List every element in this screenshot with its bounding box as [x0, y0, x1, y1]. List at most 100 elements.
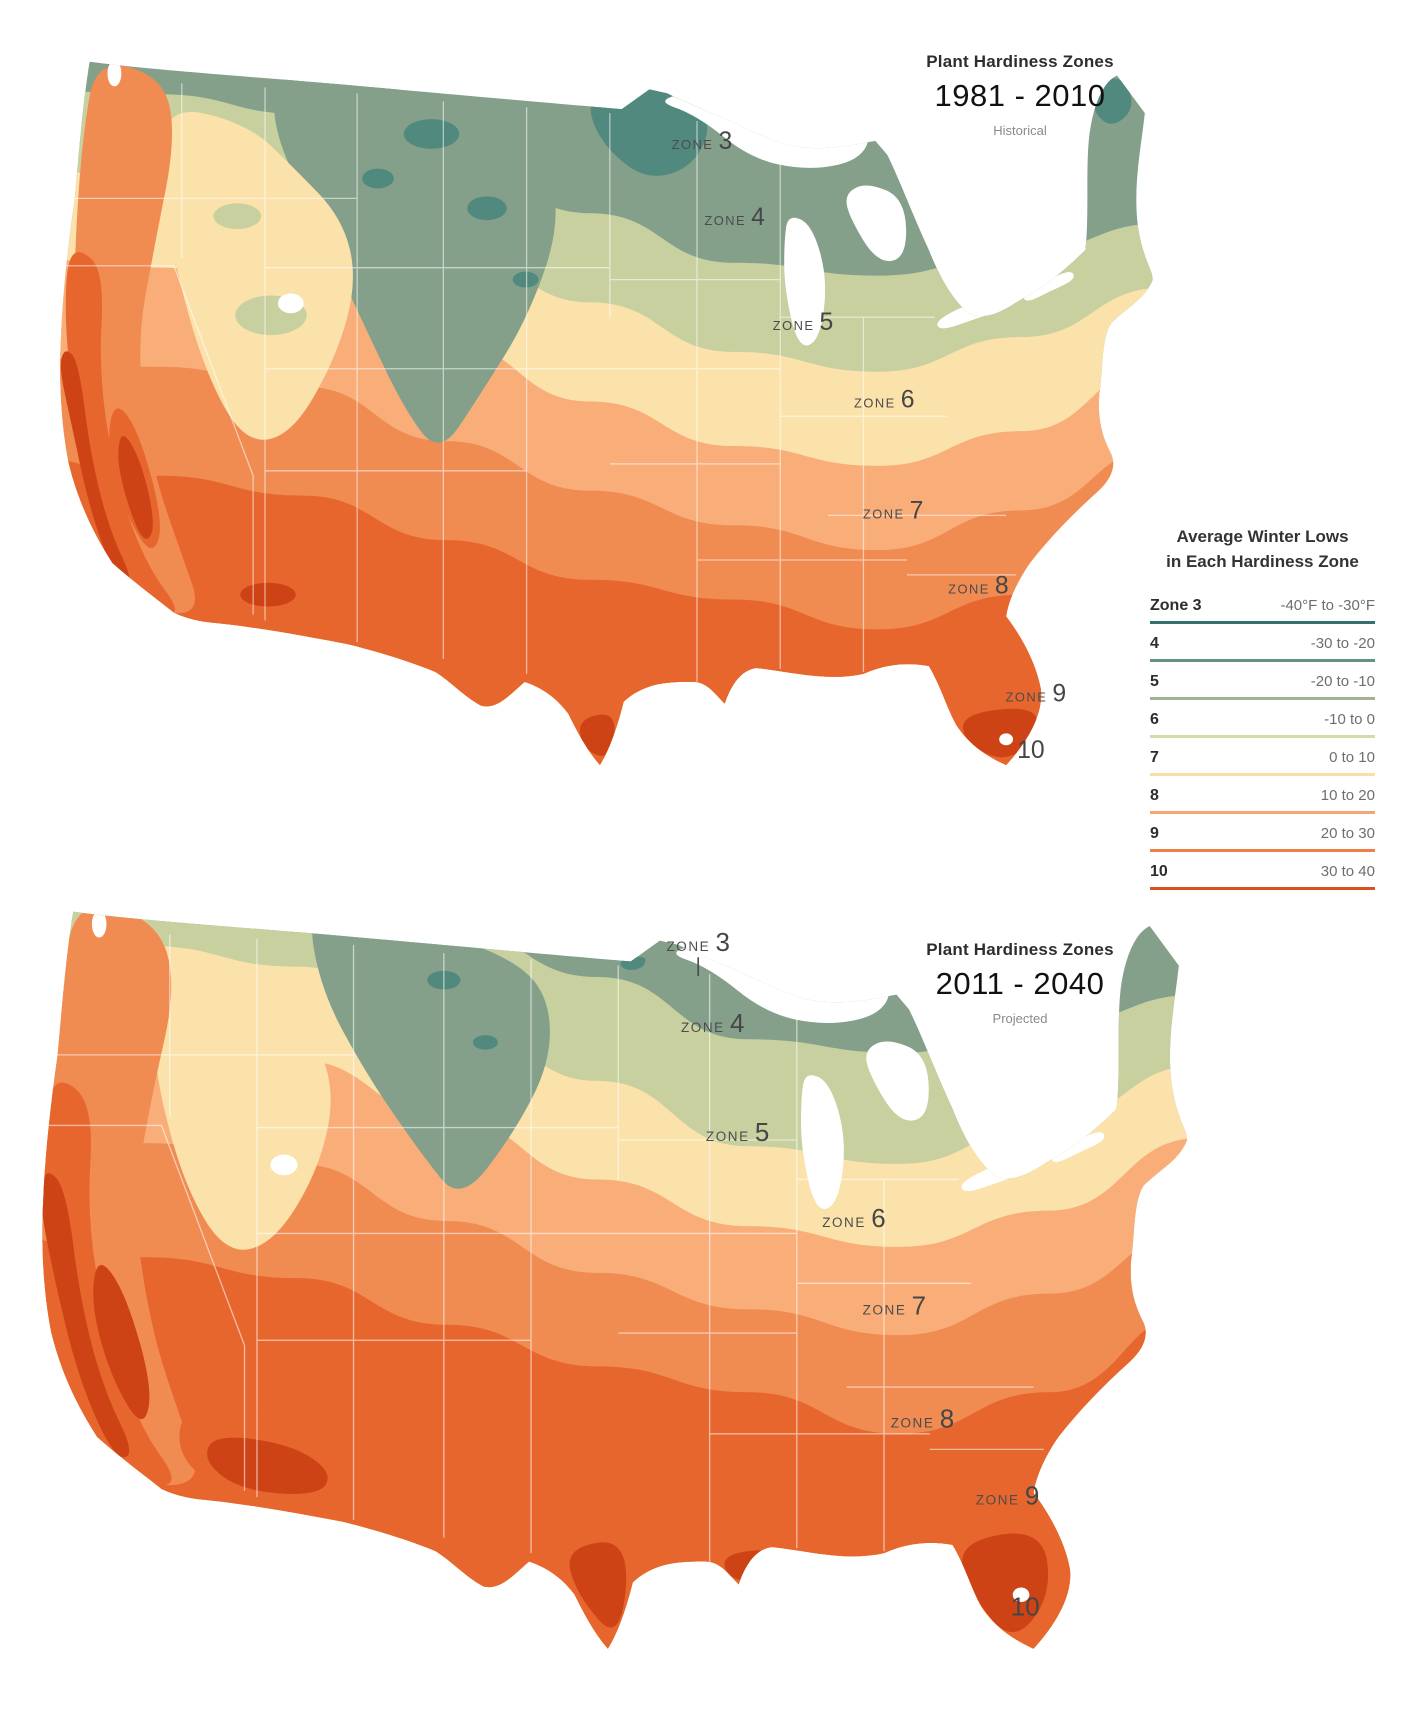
zone-label-word: ZONE [976, 1492, 1025, 1507]
legend-zone-range: -10 to 0 [1324, 711, 1375, 728]
map-title-projected: Plant Hardiness Zones 2011 - 2040 Projec… [820, 940, 1220, 1026]
overlay-z10 [207, 1437, 328, 1494]
zone-label-4: ZONE 4 [704, 204, 765, 231]
legend-row-zone-10: 10 30 to 40 [1150, 863, 1375, 890]
overlay-z10 [114, 1487, 130, 1495]
overlay-z10 [90, 1474, 108, 1483]
lake-michigan [800, 1075, 844, 1209]
zone-label-number: 5 [755, 1119, 769, 1147]
legend-zone-range: -20 to -10 [1310, 673, 1375, 690]
legend-zone-range: -30 to -20 [1310, 635, 1375, 652]
zone-label-word: ZONE [773, 318, 820, 333]
legend-zone-label: 8 [1150, 787, 1159, 804]
zone-label-5: ZONE 5 [706, 1119, 769, 1147]
overlay-z9 [42, 1082, 172, 1486]
zone-label-4: ZONE 4 [681, 1010, 744, 1038]
lake-ontario [1051, 1132, 1105, 1163]
zone-label-number: 6 [871, 1205, 885, 1233]
state-borders [60, 83, 1017, 682]
zone10-area [579, 714, 615, 756]
overlay-z9 [107, 601, 122, 608]
zone-label-number: 7 [912, 1292, 926, 1320]
lake-huron [846, 185, 907, 262]
zone-label-number: 3 [715, 929, 729, 957]
zone-label-7: ZONE 7 [863, 497, 924, 524]
zone-label-word: ZONE [681, 1020, 730, 1035]
overlay-z3 [403, 119, 460, 149]
zone-label-word: ZONE [863, 1302, 912, 1317]
zone-label-number: 10 [1017, 737, 1045, 764]
zone-label-number: 4 [730, 1010, 744, 1038]
overlay-z4 [273, 71, 556, 443]
lake-huron [866, 1041, 929, 1121]
zone-label-number: 4 [751, 204, 765, 231]
map-subtitle: Historical [993, 123, 1047, 138]
zone-label-3: ZONE 3 [672, 128, 733, 155]
legend-zone-label: 4 [1150, 635, 1159, 652]
legend-row-zone-8: 8 10 to 20 [1150, 787, 1375, 814]
zone-label-word: ZONE [854, 395, 901, 410]
overlay-z10 [60, 351, 130, 585]
zone-label-number: 9 [1052, 681, 1066, 708]
zone-label-number: 7 [910, 497, 924, 524]
zone-label-word: ZONE [863, 506, 910, 521]
zone-label-word: ZONE [1006, 690, 1053, 705]
great-salt-lake [270, 1154, 298, 1176]
zone-label-7: ZONE 7 [863, 1292, 926, 1320]
zone-label-10: 10 [1011, 1593, 1040, 1621]
zone-label-word: ZONE [822, 1215, 871, 1230]
legend-rows: Zone 3 -40°F to -30°F 4 -30 to -20 5 -20 to -… [1150, 597, 1375, 890]
legend-zone-label: Zone 3 [1150, 597, 1202, 614]
map-period: 1981 - 2010 [934, 78, 1106, 113]
overlay-z3 [362, 168, 394, 189]
legend-row-zone-7: 7 0 to 10 [1150, 749, 1375, 776]
zone-label-word: ZONE [704, 213, 751, 228]
legend-zone-label: 10 [1150, 863, 1168, 880]
zone-label-8: ZONE 8 [948, 573, 1009, 600]
legend-title-line2: in Each Hardiness Zone [1166, 552, 1359, 571]
puget-sound [107, 61, 122, 87]
legend-zone-range: -40°F to -30°F [1280, 597, 1375, 614]
overlay-z5 [213, 203, 262, 230]
zone-label-6: ZONE 6 [822, 1205, 885, 1233]
map-period: 2011 - 2040 [935, 966, 1105, 1001]
legend-title-line1: Average Winter Lows [1176, 527, 1349, 546]
legend-zone-range: 0 to 10 [1329, 749, 1375, 766]
overlay-z6 [153, 956, 331, 1250]
legend-row-zone-4: 4 -30 to -20 [1150, 635, 1375, 662]
puget-sound [91, 911, 107, 938]
zone-label-5: ZONE 5 [773, 309, 834, 336]
legend: Average Winter Lows in Each Hardiness Zo… [1150, 524, 1375, 901]
zone-label-number: 3 [718, 128, 732, 155]
zone-label-number: 8 [940, 1406, 954, 1434]
map-title-historical: Plant Hardiness Zones 1981 - 2010 Histor… [820, 52, 1220, 138]
zone-label-9: ZONE 9 [1006, 681, 1067, 708]
overlay-z3 [472, 1035, 498, 1050]
zone-label-6: ZONE 6 [854, 386, 915, 413]
legend-row-zone-9: 9 20 to 30 [1150, 825, 1375, 852]
legend-zone-range: 20 to 30 [1320, 825, 1375, 842]
zone-label-word: ZONE [672, 137, 719, 152]
map-heading: Plant Hardiness Zones [926, 940, 1114, 959]
overlay-z3 [512, 271, 539, 288]
overlay-z4 [312, 911, 550, 1189]
zone10-area [569, 1542, 627, 1628]
map-subtitle: Projected [992, 1011, 1048, 1026]
overlay-z10 [42, 1173, 130, 1458]
lake-okeechobee [999, 733, 1014, 746]
state-borders [43, 934, 1044, 1562]
zone10-area [962, 1533, 1049, 1633]
lake-ontario [1023, 272, 1074, 301]
lake-okeechobee [1012, 1587, 1030, 1602]
zone-label-number: 6 [901, 386, 915, 413]
zone-label-word: ZONE [666, 939, 715, 954]
zone-label-number: 9 [1025, 1482, 1039, 1510]
zone-label-number: 10 [1011, 1593, 1040, 1621]
map-heading: Plant Hardiness Zones [926, 52, 1114, 71]
zone10-area [962, 708, 1037, 758]
legend-zone-range: 10 to 20 [1320, 787, 1375, 804]
zone-label-8: ZONE 8 [891, 1406, 954, 1434]
legend-row-zone-5: 5 -20 to -10 [1150, 673, 1375, 700]
